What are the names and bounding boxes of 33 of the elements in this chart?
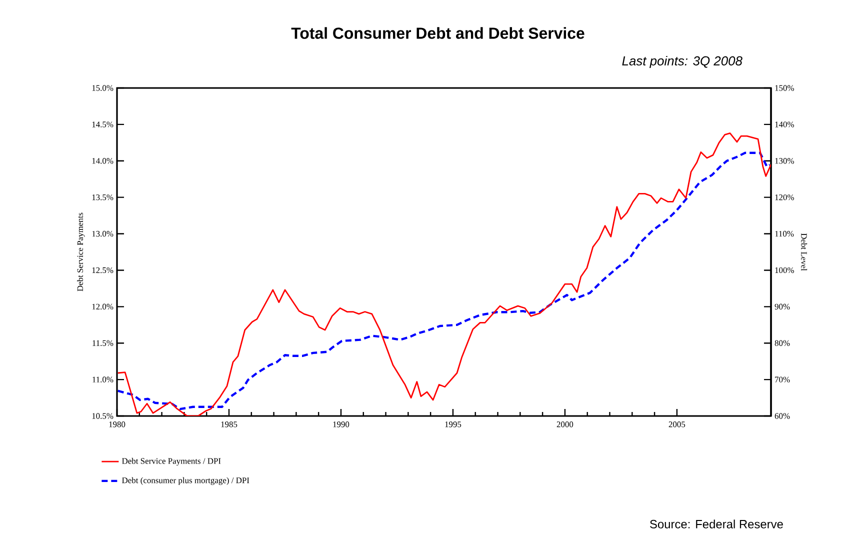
x-tick-label: 1985 — [221, 422, 238, 428]
y-tick-label: 14.5% — [92, 122, 114, 128]
y-tick-label: 15.0% — [92, 85, 114, 91]
y2-tick-label: 130% — [775, 158, 794, 164]
y2-tick-label: 100% — [775, 267, 794, 274]
y-axis-title: Debt Service Payments — [77, 212, 85, 292]
y2-tick-label: 140% — [775, 122, 794, 128]
chart-subtitle: Last points: 3Q 2008 — [622, 56, 742, 68]
y-tick-label: 10.5% — [92, 413, 114, 419]
y2-tick-label: 150% — [775, 85, 794, 91]
legend-label: Debt (consumer plus mortgage) / DPI — [122, 477, 250, 485]
y2-tick-label: 120% — [775, 194, 794, 200]
x-tick-label: 2000 — [556, 422, 574, 428]
legend-label: Debt Service Payments / DPI — [122, 458, 221, 466]
y-tick-label: 14.0% — [92, 158, 114, 164]
y2-tick-label: 80% — [774, 340, 790, 346]
y2-axis-title: Debt Level — [801, 233, 808, 271]
y-tick-label: 12.5% — [92, 267, 114, 274]
y-tick-label: 13.5% — [92, 194, 114, 200]
chart-title: Total Consumer Debt and Debt Service — [291, 27, 584, 39]
y-tick-label: 12.0% — [92, 304, 114, 310]
y2-tick-label: 110% — [775, 230, 794, 237]
y-tick-label: 11.5% — [92, 340, 114, 346]
y2-tick-label: 90% — [774, 304, 790, 310]
source-note: Source: Federal Reserve — [650, 520, 783, 528]
y2-tick-label: 70% — [775, 376, 790, 382]
y-tick-label: 13.0% — [92, 230, 114, 237]
x-tick-label: 1990 — [333, 422, 350, 428]
y2-tick-label: 60% — [774, 413, 790, 419]
x-tick-label: 2005 — [668, 422, 686, 428]
x-tick-label: 1980 — [109, 422, 126, 428]
x-tick-label: 1995 — [445, 422, 462, 428]
y-tick-label: 11.0% — [92, 376, 114, 382]
